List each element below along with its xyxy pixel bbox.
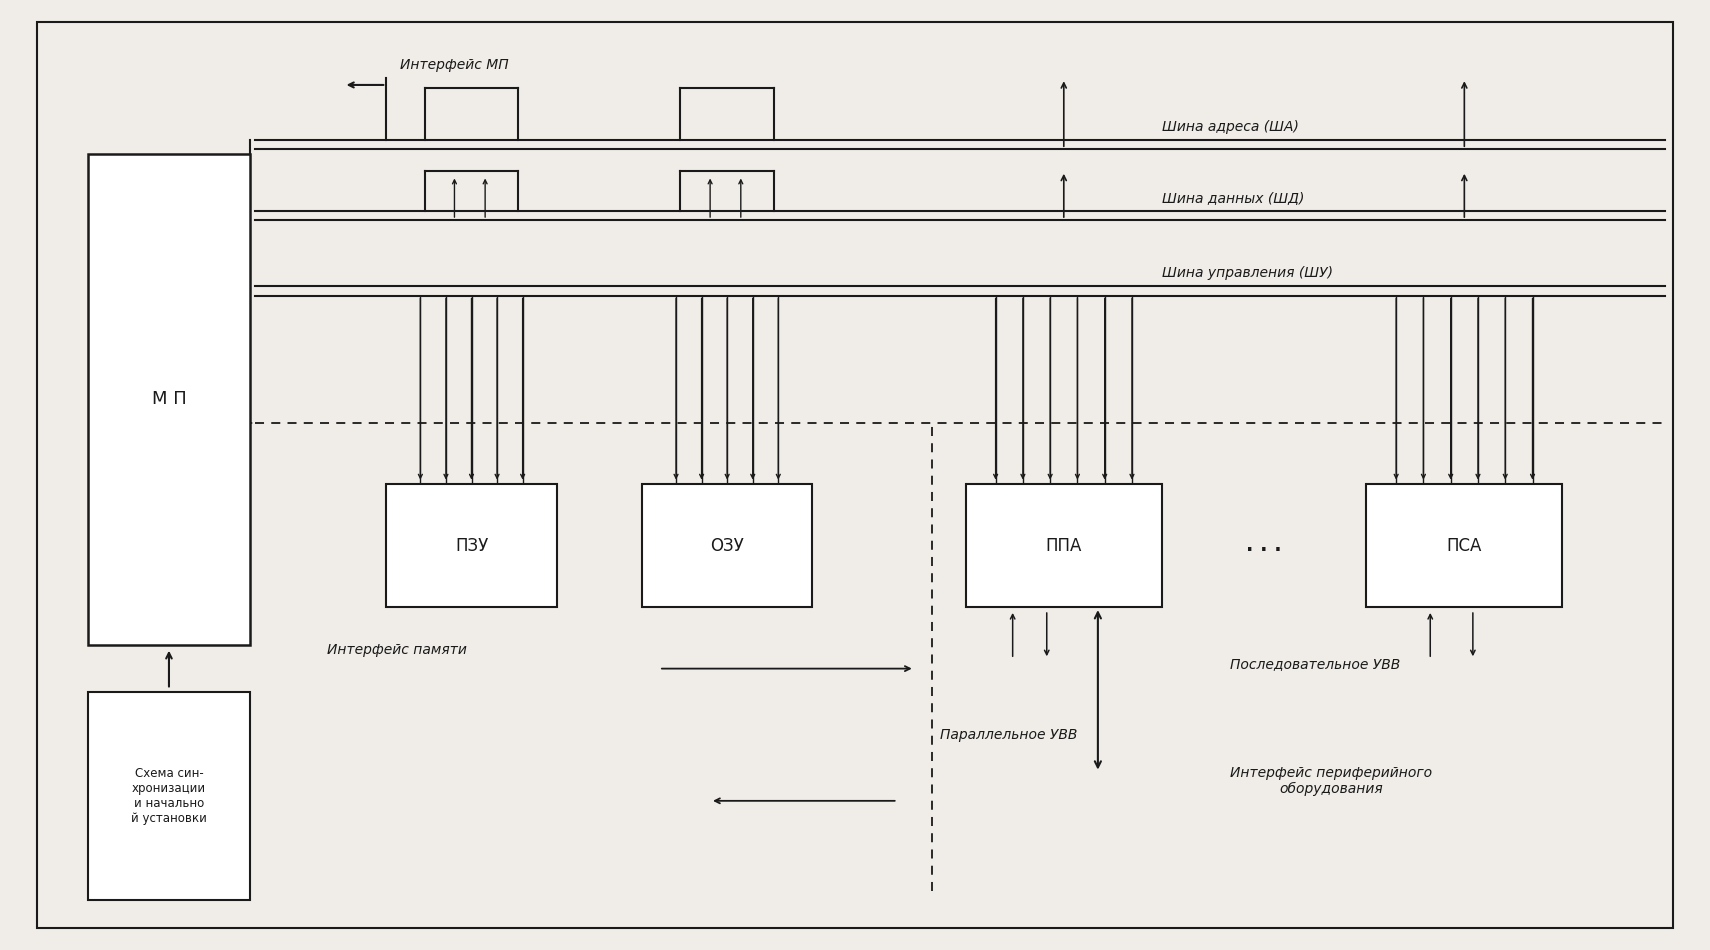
Text: ОЗУ: ОЗУ [710,537,744,555]
Bar [87,154,250,645]
Text: Интерфейс МП: Интерфейс МП [400,58,508,71]
Text: ПСА: ПСА [1447,537,1483,555]
Text: М П: М П [152,390,186,408]
Text: Последовательное УВВ: Последовательное УВВ [1229,656,1400,671]
Text: ПЗУ: ПЗУ [455,537,487,555]
Text: ППА: ППА [1045,537,1082,555]
Bar [1366,484,1563,607]
Bar [87,693,250,900]
Text: . . .: . . . [1247,537,1282,556]
Text: Параллельное УВВ: Параллельное УВВ [941,728,1077,742]
Bar [966,484,1161,607]
Text: Интерфейс периферийного
оборудования: Интерфейс периферийного оборудования [1229,766,1431,796]
Bar [641,484,812,607]
Text: Шина адреса (ША): Шина адреса (ША) [1161,120,1298,134]
Bar [386,484,557,607]
Text: Шина данных (ШД): Шина данных (ШД) [1161,191,1305,205]
Text: Интерфейс памяти: Интерфейс памяти [327,643,467,657]
Text: Схема син-
хронизации
и начально
й установки: Схема син- хронизации и начально й устан… [132,767,207,826]
Text: Шина управления (ШУ): Шина управления (ШУ) [1161,266,1332,280]
